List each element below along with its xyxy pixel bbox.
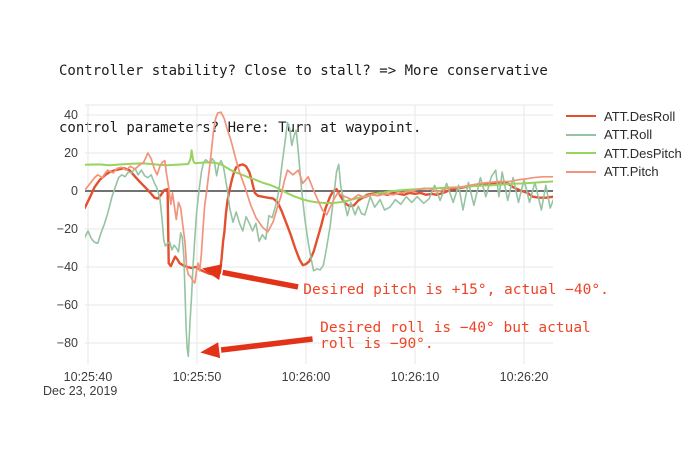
chart-title: Controller stability? Close to stall? =>…: [59, 24, 548, 176]
legend-label: ATT.DesRoll: [604, 108, 676, 124]
annotation-text-1: Desired pitch is +15°, actual −40°.: [303, 282, 609, 299]
legend-item-ATT.Pitch[interactable]: ATT.Pitch: [566, 163, 682, 182]
legend-label: ATT.DesPitch: [604, 145, 682, 161]
chart-title-line2: control parameters? Here: Turn at waypoi…: [59, 120, 422, 136]
y-tick-label: −40: [56, 260, 78, 274]
legend-label: ATT.Roll: [604, 127, 653, 143]
annotation-arrow-line-2: [220, 336, 313, 353]
legend-swatch: [566, 170, 596, 173]
x-tick-label: 10:25:40: [63, 370, 113, 384]
legend-item-ATT.DesRoll[interactable]: ATT.DesRoll: [566, 107, 682, 126]
series-line-ATT.DesPitch: [85, 149, 553, 204]
y-tick-label: 40: [64, 108, 78, 122]
legend-swatch: [566, 133, 596, 136]
x-tick-label: 10:26:00: [281, 370, 331, 384]
annotation-text-2: Desired roll is −40° but actual roll is …: [320, 320, 591, 352]
legend: ATT.DesRoll ATT.Roll ATT.DesPitch ATT.Pitch: [566, 107, 682, 181]
x-tick-label: 10:26:10: [390, 370, 440, 384]
legend-item-ATT.Roll[interactable]: ATT.Roll: [566, 126, 682, 145]
y-tick-label: 20: [64, 146, 78, 160]
x-axis-date-label: Dec 23, 2019: [43, 384, 118, 398]
chart-title-line1: Controller stability? Close to stall? =>…: [59, 63, 548, 79]
y-tick-label: −20: [56, 222, 78, 236]
legend-swatch: [566, 115, 596, 118]
legend-item-ATT.DesPitch[interactable]: ATT.DesPitch: [566, 144, 682, 163]
y-tick-label: 0: [71, 184, 78, 198]
y-tick-label: −80: [56, 336, 78, 350]
annotation-arrowhead-2: [200, 342, 221, 359]
legend-label: ATT.Pitch: [604, 164, 659, 180]
x-tick-label: 10:25:50: [172, 370, 222, 384]
annotation-arrowhead-1: [202, 264, 223, 280]
y-tick-label: −60: [56, 298, 78, 312]
legend-swatch: [566, 152, 596, 155]
series-line-ATT.DesRoll: [85, 163, 553, 276]
annotation-arrow-line-1: [222, 269, 299, 290]
x-tick-label: 10:26:20: [499, 370, 549, 384]
series-line-ATT.Pitch: [85, 111, 553, 284]
